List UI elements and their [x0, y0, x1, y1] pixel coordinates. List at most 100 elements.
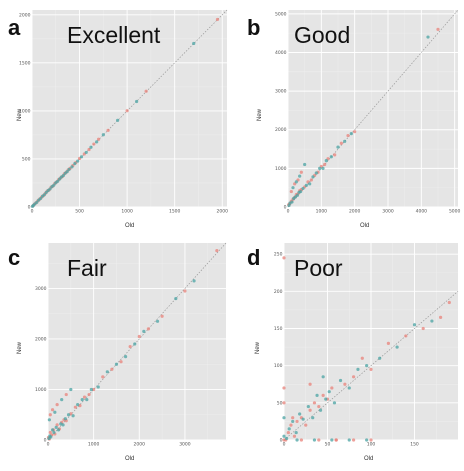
data-point	[346, 133, 350, 138]
x-tick-label: 1000	[316, 209, 328, 215]
scatter-plot: 0 1000 2000 3000 0 1000 2000 3000	[35, 242, 227, 448]
x-tick-label: 1000	[88, 442, 100, 448]
data-point	[365, 364, 369, 368]
data-point	[101, 375, 105, 379]
data-point	[133, 342, 137, 346]
data-point	[69, 387, 73, 392]
data-point	[47, 418, 51, 422]
data-point	[353, 130, 357, 134]
x-tick-label: 2000	[217, 209, 229, 215]
y-axis-label: New	[255, 341, 262, 355]
data-point	[61, 423, 65, 427]
data-point	[308, 382, 312, 386]
data-point	[56, 428, 61, 432]
data-point	[338, 378, 343, 383]
data-point	[291, 416, 295, 420]
data-point	[298, 412, 302, 416]
data-point	[71, 414, 75, 418]
data-point	[106, 128, 110, 132]
data-point	[89, 387, 93, 392]
data-point	[299, 170, 303, 174]
data-point	[332, 401, 337, 405]
data-point	[308, 408, 312, 412]
data-point	[87, 392, 91, 397]
data-point	[144, 89, 148, 93]
data-point	[339, 141, 343, 145]
y-tick-label: 3000	[35, 286, 47, 292]
data-point	[67, 167, 71, 171]
panel-letter: d	[247, 245, 261, 270]
data-point	[292, 434, 297, 438]
data-point	[436, 27, 440, 31]
data-point	[116, 118, 120, 122]
data-point	[369, 367, 373, 371]
data-point	[35, 200, 39, 204]
data-point	[38, 196, 43, 201]
data-point	[356, 367, 360, 371]
data-point	[89, 145, 93, 149]
x-tick-label: 0	[283, 442, 286, 448]
data-point	[192, 279, 196, 283]
data-point	[295, 193, 299, 198]
data-point	[290, 200, 294, 204]
data-point	[294, 180, 298, 184]
x-tick-label: 5000	[449, 209, 461, 215]
data-point	[304, 183, 308, 187]
data-point	[447, 300, 451, 305]
y-tick-label: 0	[280, 438, 283, 444]
data-point	[294, 430, 298, 435]
data-point	[76, 159, 80, 163]
data-point	[160, 314, 164, 318]
chart-title: Excellent	[67, 22, 161, 48]
data-point	[426, 35, 430, 39]
data-point	[336, 145, 340, 149]
data-point	[318, 408, 323, 412]
data-point	[312, 401, 317, 405]
data-point	[439, 315, 443, 319]
data-point	[48, 430, 52, 435]
panel-a: a 0 500 1000 1500 2000 0 500 1000 1500 2000 Excel…	[0, 0, 232, 235]
data-point	[80, 397, 84, 402]
y-tick-label: 2000	[19, 12, 31, 18]
data-point	[321, 166, 325, 170]
data-point	[314, 171, 318, 175]
y-tick-label: 0	[28, 205, 31, 211]
identity-line	[283, 291, 459, 441]
data-point	[55, 403, 59, 407]
data-point	[304, 423, 308, 427]
data-point	[52, 183, 56, 187]
y-tick-label: 200	[274, 289, 283, 295]
data-point	[360, 356, 364, 360]
data-point	[52, 430, 56, 435]
y-tick-label: 0	[44, 438, 47, 444]
data-point	[369, 438, 373, 442]
data-point	[142, 329, 146, 333]
y-tick-label: 100	[274, 363, 283, 369]
data-point	[421, 326, 425, 331]
data-point	[404, 334, 408, 338]
x-tick-label: 3000	[179, 442, 191, 448]
data-point	[84, 150, 88, 155]
data-point	[312, 438, 317, 442]
data-point	[155, 319, 160, 323]
y-tick-label: 0	[284, 205, 287, 211]
data-point	[174, 296, 178, 301]
data-point	[123, 355, 128, 359]
data-point	[327, 390, 331, 394]
x-tick-label: 0	[47, 442, 50, 448]
data-point	[114, 362, 119, 366]
panel-d: d 0 50 100 150 0 50 100 150 200 250 Poor Old New	[232, 235, 464, 471]
x-tick-label: 3000	[382, 209, 394, 215]
data-point	[282, 386, 286, 390]
x-tick-label: 0	[31, 209, 34, 215]
data-point	[311, 175, 315, 179]
data-point	[321, 375, 325, 379]
scatter-plot: 0 500 1000 1500 2000 0 500 1000 1500 2000	[19, 9, 229, 215]
x-tick-label: 50	[325, 442, 331, 448]
x-tick-label: 4000	[416, 209, 428, 215]
data-point	[333, 153, 337, 157]
data-point	[42, 193, 46, 197]
data-point	[76, 403, 80, 407]
data-point	[192, 41, 196, 46]
data-point	[311, 416, 315, 420]
